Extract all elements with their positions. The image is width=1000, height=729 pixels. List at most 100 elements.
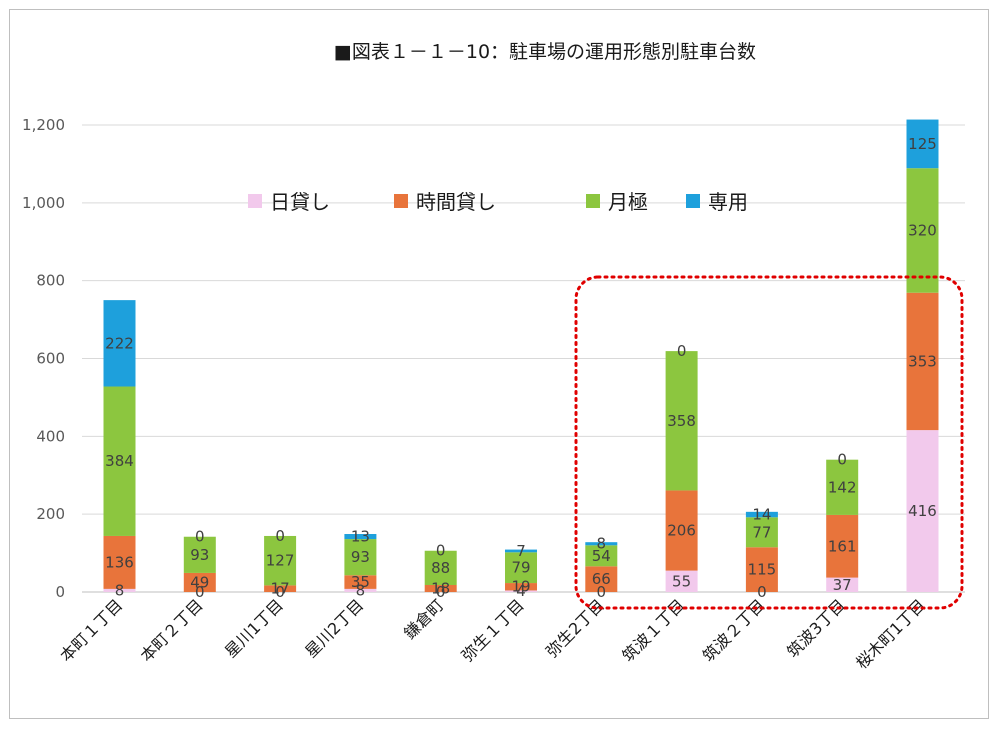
data-label: 55 xyxy=(672,572,691,590)
legend-label: 時間貸し xyxy=(416,190,496,214)
data-label: 161 xyxy=(828,537,857,555)
data-label: 8 xyxy=(115,581,125,599)
legend-label: 日貸し xyxy=(270,190,330,214)
category-label: 本町１丁目 xyxy=(56,595,126,665)
category-label: 筑波１丁目 xyxy=(618,595,688,665)
bar-segment xyxy=(264,585,297,592)
y-tick-label: 800 xyxy=(36,272,65,290)
bar-segment xyxy=(505,549,537,553)
legend-swatch xyxy=(248,194,262,208)
data-label: 353 xyxy=(908,352,937,370)
legend: 日貸し 時間貸し 月極 専用 xyxy=(248,190,748,214)
bar-segment xyxy=(344,575,377,589)
y-tick-label: 400 xyxy=(36,427,65,445)
y-tick-label: 1,200 xyxy=(22,116,65,134)
data-label: 88 xyxy=(431,559,450,577)
data-label: 93 xyxy=(351,548,370,566)
data-label: 77 xyxy=(752,523,771,541)
data-label: 416 xyxy=(908,502,937,520)
data-label: 206 xyxy=(667,522,696,540)
data-label: 142 xyxy=(828,478,857,496)
category-label: 筑波２丁目 xyxy=(699,595,769,665)
data-label: 0 xyxy=(436,542,446,560)
bar-segment xyxy=(183,536,216,573)
bar-segment xyxy=(826,514,859,578)
bar-segment xyxy=(344,588,377,592)
category-label: 弥生2丁目 xyxy=(542,595,608,661)
data-label: 93 xyxy=(190,546,209,564)
bars xyxy=(103,119,939,592)
data-label: 0 xyxy=(436,583,446,601)
bar-segment xyxy=(505,583,537,591)
data-label: 0 xyxy=(677,342,687,360)
data-label: 0 xyxy=(195,583,205,601)
data-label: 358 xyxy=(667,412,696,430)
bar-segment xyxy=(103,535,136,589)
bar-segment xyxy=(424,584,457,592)
data-label: 320 xyxy=(908,221,937,239)
data-label: 125 xyxy=(908,135,937,153)
data-label: 0 xyxy=(837,451,847,469)
bar-segment xyxy=(665,570,698,592)
category-label: 弥生１丁目 xyxy=(458,595,528,665)
data-label: 0 xyxy=(275,527,285,545)
data-label: 14 xyxy=(752,506,771,524)
data-label: 79 xyxy=(511,559,530,577)
legend-swatch xyxy=(394,194,408,208)
category-label: 鎌倉町 xyxy=(400,595,447,642)
data-label: 0 xyxy=(275,583,285,601)
data-label: 4 xyxy=(516,582,526,600)
data-label: 54 xyxy=(592,547,611,565)
highlight-box xyxy=(574,275,964,610)
data-label: 35 xyxy=(351,573,370,591)
bar-segment xyxy=(906,168,939,293)
bar-segment xyxy=(424,550,457,585)
data-label: 19 xyxy=(511,578,530,596)
data-label: 136 xyxy=(105,553,134,571)
gridlines xyxy=(82,124,965,593)
data-label: 8 xyxy=(356,581,366,599)
category-label: 本町２丁目 xyxy=(137,595,207,665)
data-labels: 8136384222049930017127083593130188804197… xyxy=(105,135,937,601)
data-label: 18 xyxy=(431,579,450,597)
bar-segment xyxy=(745,517,778,548)
bar-segment xyxy=(665,351,698,491)
data-label: 0 xyxy=(597,583,607,601)
y-tick-label: 1,000 xyxy=(22,194,65,212)
bar-segment xyxy=(585,566,618,592)
chart-title: ■図表１－１－10：駐車場の運用形態別駐車台数 xyxy=(334,41,756,63)
data-label: 0 xyxy=(195,528,205,546)
data-label: 384 xyxy=(105,452,134,470)
y-tick-label: 0 xyxy=(55,583,65,601)
data-label: 66 xyxy=(592,570,611,588)
data-label: 17 xyxy=(271,580,290,598)
bar-segment xyxy=(103,300,136,387)
chart-frame: 0 200 400 600 800 1,000 1,200 8 136 384 222 0 49 93 0… xyxy=(9,9,989,719)
bar-segment xyxy=(906,119,939,169)
bar-segment xyxy=(505,590,537,592)
data-label: 7 xyxy=(516,542,526,560)
y-axis-ticks: 0 200 400 600 800 1,000 1,200 xyxy=(22,116,65,601)
bar-segment xyxy=(745,511,778,518)
data-label: 8 xyxy=(597,535,607,553)
data-label: 0 xyxy=(757,583,767,601)
legend-label: 月極 xyxy=(608,190,648,214)
legend-swatch xyxy=(586,194,600,208)
data-label: 49 xyxy=(190,573,209,591)
bar-segment xyxy=(745,547,778,592)
category-label: 星川1丁目 xyxy=(221,595,287,661)
bar-segment xyxy=(505,552,537,584)
category-label: 筑波3丁目 xyxy=(783,595,849,661)
legend-label: 専用 xyxy=(708,190,748,214)
bar-segment xyxy=(264,535,297,586)
bar-segment xyxy=(906,430,939,592)
bar-segment xyxy=(344,539,377,576)
category-label: 星川2丁目 xyxy=(301,595,367,661)
bar-segment xyxy=(183,572,216,592)
data-label: 115 xyxy=(748,561,777,579)
bar-segment xyxy=(826,459,859,515)
bar-segment xyxy=(103,386,136,536)
bar-segment xyxy=(585,542,618,546)
y-tick-label: 600 xyxy=(36,350,65,368)
